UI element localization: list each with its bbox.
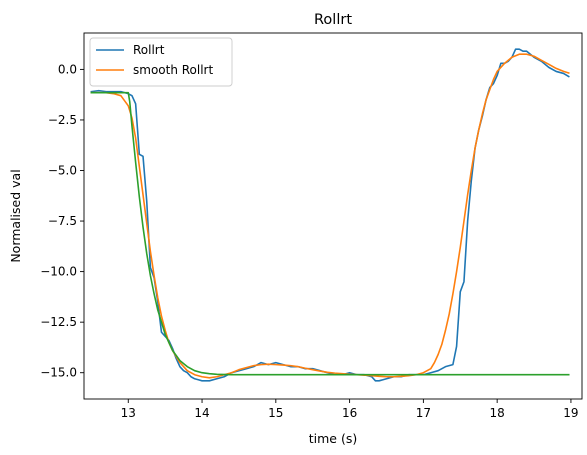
y-tick-label: −5.0 [48,164,77,178]
y-tick-label: 0.0 [58,62,77,76]
y-tick-label: −10.0 [40,265,77,279]
series-line-3 [90,91,570,376]
y-tick-label: −12.5 [40,315,77,329]
series-layer [90,48,570,382]
x-tick-label: 14 [194,406,209,420]
legend-label: smooth Rollrt [133,63,213,77]
legend: Rollrt smooth Rollrt [89,37,233,87]
x-axis-label: time (s) [309,431,357,446]
x-tick-label: 18 [490,406,505,420]
series-line-2 [90,53,570,379]
y-axis-label: Normalised val [8,169,23,262]
y-tick-label: −15.0 [40,366,77,380]
x-tick-label: 16 [342,406,357,420]
plot-frame [83,32,583,400]
y-tick-label: −7.5 [48,214,77,228]
x-tick-label: 13 [121,406,136,420]
x-tick-label: 17 [416,406,431,420]
y-tick-label: −2.5 [48,113,77,127]
legend-label: Rollrt [133,43,165,57]
legend-box [89,37,233,87]
plot-area [83,32,583,400]
x-axis: 13 14 15 16 17 18 19 [121,399,579,420]
chart-title: Rollrt [314,12,352,28]
x-tick-label: 19 [563,406,578,420]
x-tick-label: 15 [268,406,283,420]
y-axis: 0.0 −2.5 −5.0 −7.5 −10.0 −12.5 −15.0 [40,62,84,380]
